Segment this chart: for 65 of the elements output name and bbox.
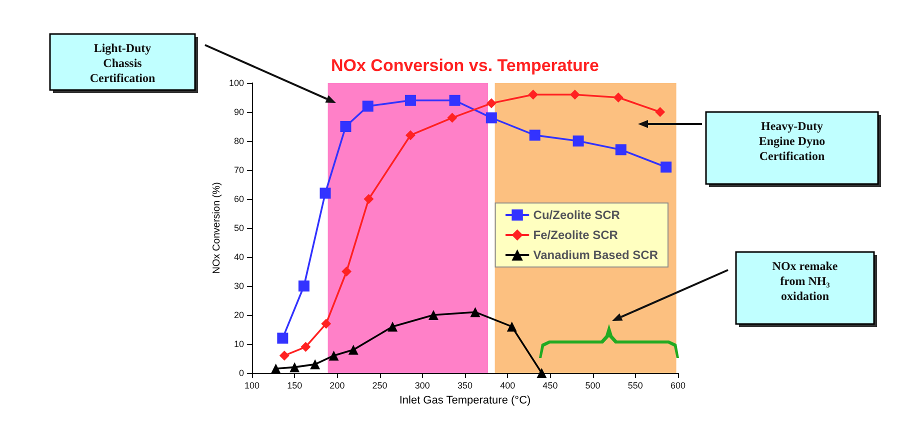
x-tick-label: 100	[244, 380, 260, 390]
legend-label: Fe/Zeolite SCR	[533, 228, 618, 242]
point	[486, 98, 496, 108]
point	[615, 144, 626, 156]
y-tick-label: 40	[234, 252, 244, 262]
y-axis-title: NOx Conversion (%)	[212, 182, 222, 274]
y-tick-label: 60	[234, 194, 244, 204]
y-tick-label: 70	[234, 165, 244, 175]
x-tick-label: 300	[414, 380, 430, 390]
x-tick-label: 550	[628, 380, 643, 390]
y-tick-label: 50	[234, 223, 244, 233]
point	[449, 94, 460, 106]
x-tick-label: 250	[372, 380, 388, 390]
point	[290, 362, 300, 372]
point	[342, 266, 352, 276]
legend-label: Cu/Zeolite SCR	[533, 208, 620, 222]
text: Light-Duty Chassis Certification	[90, 41, 156, 85]
x-tick-label: 500	[585, 380, 600, 390]
point	[613, 92, 624, 102]
point	[298, 280, 310, 292]
y-tick-label: 90	[234, 107, 244, 117]
point	[405, 130, 416, 140]
x-tick-label: 350	[457, 380, 473, 390]
point	[655, 107, 666, 117]
point	[388, 322, 398, 332]
text: Heavy-Duty Engine Dyno Certification	[758, 119, 826, 163]
chart-title: NOx Conversion vs. Temperature	[331, 56, 599, 75]
x-tick-label: 400	[500, 380, 516, 390]
x-tick-label: 450	[542, 380, 558, 390]
point	[277, 332, 288, 344]
point	[428, 310, 438, 320]
point	[320, 188, 331, 199]
point	[300, 342, 311, 352]
point	[528, 90, 538, 100]
point	[536, 368, 547, 378]
y-tick-label: 80	[234, 136, 244, 146]
point	[340, 121, 352, 132]
y-tick-label: 30	[234, 281, 244, 291]
point	[321, 318, 332, 329]
point	[660, 162, 672, 173]
point	[572, 136, 584, 146]
point	[310, 359, 320, 370]
point	[506, 322, 517, 332]
point	[362, 100, 374, 112]
point	[279, 350, 290, 361]
point	[270, 364, 281, 374]
text: NOx remake from NH₃ oxidation	[772, 259, 838, 303]
x-axis-title: Inlet Gas Temperature (°C)	[399, 394, 531, 406]
point	[570, 90, 580, 100]
legend-label: Vanadium Based SCR	[533, 248, 658, 262]
x-tick-label: 150	[287, 380, 302, 390]
y-tick-label: 20	[234, 310, 244, 320]
point	[348, 344, 358, 355]
point	[364, 194, 374, 204]
x-tick-label: 600	[670, 380, 686, 390]
point	[486, 112, 497, 124]
point	[447, 112, 458, 123]
point	[404, 94, 416, 106]
point	[328, 350, 339, 361]
x-tick-label: 200	[330, 380, 345, 390]
point	[470, 307, 480, 318]
y-tick-label: 0	[238, 368, 244, 378]
point	[529, 130, 540, 141]
y-tick-label: 100	[228, 78, 244, 88]
y-tick-label: 10	[234, 339, 244, 349]
